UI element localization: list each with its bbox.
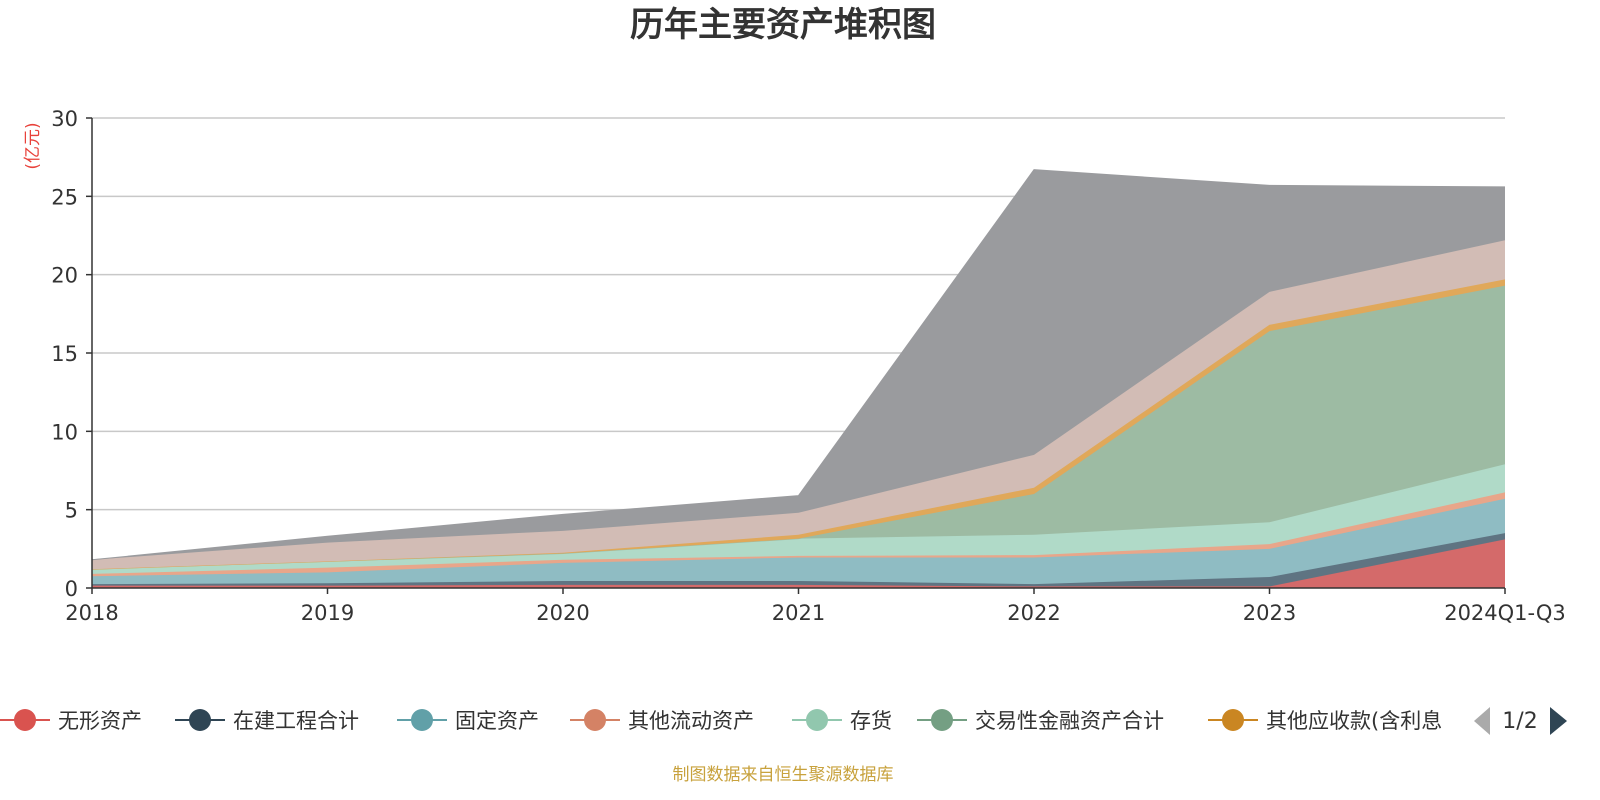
y-tick-label: 25 — [51, 185, 78, 209]
x-tick-label: 2023 — [1243, 601, 1296, 625]
y-tick-label: 20 — [51, 264, 78, 288]
legend-next-arrow-icon[interactable] — [1550, 707, 1567, 735]
legend-label: 交易性金融资产合计 — [975, 709, 1164, 733]
legend-item[interactable]: 无形资产 — [0, 709, 142, 733]
x-tick-label: 2021 — [772, 601, 825, 625]
area-series-6 — [92, 279, 1505, 570]
legend-item[interactable]: 其他应收款(含利息 — [1208, 709, 1442, 733]
x-tick-label: 2018 — [65, 601, 118, 625]
legend-dot-marker — [1222, 709, 1244, 731]
legend-item[interactable]: 在建工程合计 — [175, 709, 359, 733]
area-series-4 — [92, 464, 1505, 574]
y-tick-label: 10 — [51, 420, 78, 444]
legend-dot-marker — [806, 709, 828, 731]
legend-label: 其他流动资产 — [628, 709, 754, 733]
legend-dot-marker — [584, 709, 606, 731]
legend-dot-marker — [931, 709, 953, 731]
x-tick-label: 2024Q1-Q3 — [1444, 601, 1566, 625]
area-series-8 — [92, 169, 1505, 560]
area-series-2 — [92, 498, 1505, 585]
legend-label: 在建工程合计 — [233, 709, 359, 733]
legend-label: 固定资产 — [455, 709, 539, 733]
axes: 0 5 10 15 20 25 30 2018 2019 2020 2021 2022 2023 2024… — [51, 107, 1566, 625]
stacked-areas — [91, 169, 1506, 588]
area-series-0 — [92, 539, 1505, 588]
x-tick-label: 2019 — [301, 601, 354, 625]
legend-item[interactable]: 其他流动资产 — [570, 709, 754, 733]
area-series-5 — [92, 285, 1505, 570]
legend-prev-arrow-icon[interactable] — [1474, 707, 1490, 735]
y-tick-label: 15 — [51, 342, 78, 366]
legend-label: 无形资产 — [58, 709, 142, 733]
legend-dot-marker — [14, 709, 36, 731]
legend-item[interactable]: 固定资产 — [397, 709, 539, 733]
y-axis-unit-label: (亿元) — [23, 122, 43, 169]
legend-item[interactable]: 交易性金融资产合计 — [917, 709, 1164, 733]
y-tick-label: 0 — [65, 577, 78, 601]
y-tick-label: 5 — [65, 499, 78, 523]
legend-dot-marker — [411, 709, 433, 731]
legend-dot-marker — [189, 709, 211, 731]
area-series-7 — [92, 240, 1505, 570]
legend-item[interactable]: 存货 — [792, 709, 892, 733]
data-source-note: 制图数据来自恒生聚源数据库 — [673, 765, 894, 785]
x-tick-label: 2022 — [1007, 601, 1060, 625]
legend-page-indicator: 1/2 — [1502, 709, 1537, 734]
legend: 无形资产 在建工程合计 固定资产 其他流动资产 存货 交易性金融资产合计 其他应收款(含利息 — [0, 709, 1442, 733]
chart-title: 历年主要资产堆积图 — [630, 5, 936, 45]
y-tick-label: 30 — [51, 107, 78, 131]
area-series-edge-8 — [91, 169, 1506, 561]
legend-pager: 1/2 — [1474, 707, 1567, 735]
legend-label: 其他应收款(含利息 — [1266, 709, 1442, 733]
x-tick-label: 2020 — [536, 601, 589, 625]
legend-label: 存货 — [850, 709, 892, 733]
